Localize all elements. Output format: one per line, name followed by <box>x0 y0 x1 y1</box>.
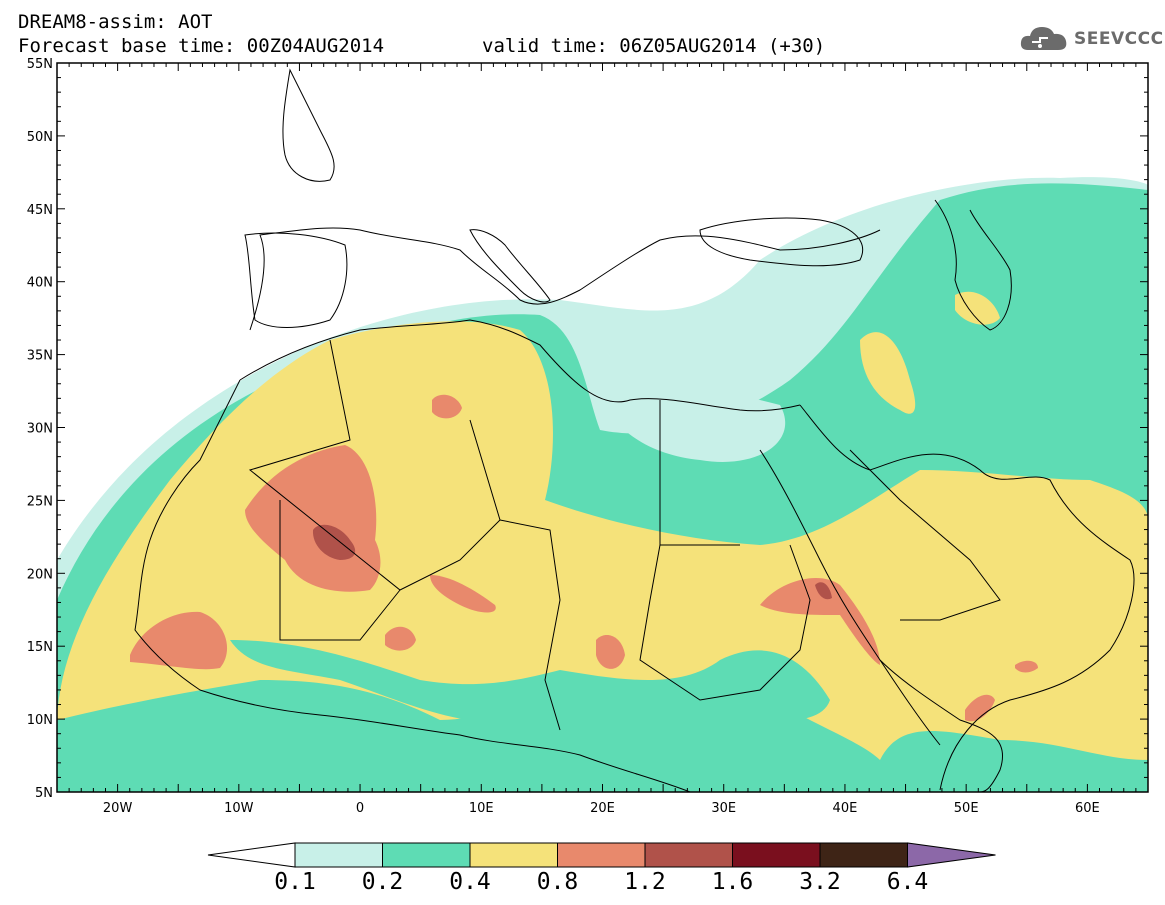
lat-label: 45N <box>27 203 53 218</box>
aot-field-orange-niger <box>430 575 496 613</box>
coastline-black-sea <box>699 217 863 267</box>
colorbar-segment <box>382 842 471 868</box>
border-mali <box>279 500 401 641</box>
colorbar-label: 0.8 <box>537 869 579 895</box>
lon-label: 30E <box>711 801 736 816</box>
lat-label: 15N <box>27 640 53 655</box>
lon-label: 10E <box>469 801 494 816</box>
cloud-icon <box>1020 27 1067 50</box>
colorbar-label: 0.4 <box>449 869 491 895</box>
colorbar-segment <box>294 842 383 868</box>
border-sudan <box>639 544 811 701</box>
border-saudi <box>849 449 1001 621</box>
lon-label: 10W <box>224 801 254 816</box>
lat-label: 40N <box>27 276 53 291</box>
aot-field-brown-mali <box>312 524 356 560</box>
aot-field-orange-chad <box>596 635 625 669</box>
colorbar-label: 0.1 <box>274 869 316 895</box>
lat-label: 55N <box>27 57 53 72</box>
aot-field-orange-somalia <box>965 694 995 722</box>
coastline-iberia <box>244 232 348 328</box>
aot-field-orange-algeria <box>432 394 462 419</box>
lat-label: 20N <box>27 567 53 582</box>
lat-label: 50N <box>27 130 53 145</box>
lon-label: 40E <box>833 801 858 816</box>
lon-label: 0 <box>356 801 364 816</box>
aot-field-brown-sudan <box>815 582 832 600</box>
colorbar-segment <box>819 842 908 868</box>
lon-label: 20W <box>103 801 133 816</box>
map-title: DREAM8-assim: AOT <box>18 11 213 33</box>
coastline-red-sea <box>759 449 941 746</box>
coastline-mediterranean <box>239 319 801 412</box>
coastline-africa-west <box>134 379 691 792</box>
colorbar-segment <box>557 842 646 868</box>
lat-label: 35N <box>27 349 53 364</box>
colorbar-low-arrow <box>207 842 296 868</box>
colorbar-segment <box>644 842 733 868</box>
colorbar-segment <box>469 842 558 868</box>
colorbar-high-arrow <box>907 842 996 868</box>
aot-field-clear-patch <box>600 381 786 462</box>
seevccc-logo: SEEVCCC <box>1018 22 1164 56</box>
colorbar-label: 1.6 <box>712 869 754 895</box>
lat-label: 25N <box>27 494 53 509</box>
lon-label: 60E <box>1075 801 1100 816</box>
coastline-uk <box>282 68 335 182</box>
forecast-base-time: Forecast base time: 00Z04AUG2014 <box>18 35 385 57</box>
latitude-axis: 55N 50N 45N 40N 35N 30N 25N 20N 15N 10N 5N <box>27 57 1148 801</box>
coastline-horn <box>879 659 1004 792</box>
valid-time: valid time: 06Z05AUG2014 (+30) <box>482 35 826 57</box>
coastline-arabia <box>799 404 1135 791</box>
colorbar-segment <box>732 842 821 868</box>
longitude-axis: 20W 10W 0 10E 20E 30E 40E 50E 60E <box>56 63 1149 816</box>
border-chad <box>499 519 561 731</box>
lon-label: 20E <box>590 801 615 816</box>
colorbar-label: 3.2 <box>799 869 841 895</box>
coastline-europe <box>249 227 881 331</box>
colorbar-label: 1.2 <box>624 869 666 895</box>
colorbar-label: 0.2 <box>362 869 404 895</box>
aot-field-orange-senegal <box>130 611 228 670</box>
coastline-italy <box>469 229 551 303</box>
aot-field-orange-yemen <box>1015 660 1038 673</box>
lat-label: 10N <box>27 713 53 728</box>
lat-label: 5N <box>35 786 53 801</box>
colorbar: 0.1 0.2 0.4 0.8 1.2 1.6 3.2 6.4 <box>207 842 996 895</box>
colorbar-label: 6.4 <box>887 869 929 895</box>
aot-fields <box>57 177 1148 792</box>
aot-field-orange-nigeria <box>385 626 416 651</box>
coastline-caspian <box>934 199 1012 331</box>
aot-field-sahel-green <box>230 640 830 722</box>
coastlines <box>134 68 1135 792</box>
aot-field-iran-yellow <box>860 332 916 414</box>
aot-field-caspian-yellow <box>955 291 1000 325</box>
logo-text: SEEVCCC <box>1074 29 1164 49</box>
lat-label: 30N <box>27 422 53 437</box>
lon-label: 50E <box>954 801 979 816</box>
aot-field-orange-sudan <box>760 577 880 665</box>
